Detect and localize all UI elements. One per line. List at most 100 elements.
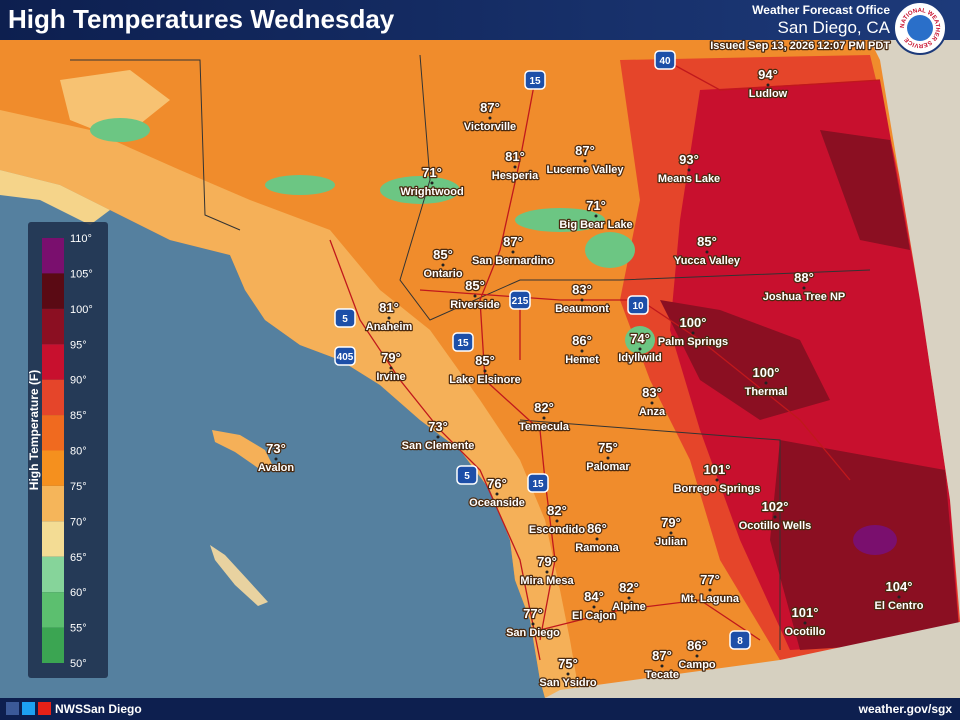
- city-temp: 84°: [584, 589, 604, 604]
- city-dot: [650, 401, 654, 405]
- highway-shield: [509, 290, 531, 310]
- mountain-zone: [60, 70, 170, 140]
- city-temp: 88°: [794, 270, 814, 285]
- highway-number: 10: [632, 301, 644, 312]
- city-dot: [430, 181, 434, 185]
- catalina-island: [212, 430, 275, 470]
- city-dot: [705, 250, 709, 254]
- city-name: El Centro: [875, 600, 924, 612]
- city-temp: 83°: [642, 385, 662, 400]
- youtube-icon[interactable]: [38, 702, 51, 715]
- legend-title: High Temperature (F): [27, 370, 41, 490]
- facebook-icon[interactable]: [6, 702, 19, 715]
- city-dot: [436, 435, 440, 439]
- coast-north: [0, 170, 110, 225]
- city-temp: 86°: [687, 638, 707, 653]
- city-dot: [592, 605, 596, 609]
- city-temp: 85°: [475, 353, 495, 368]
- city-name: Yucca Valley: [674, 255, 741, 267]
- twitter-icon[interactable]: [22, 702, 35, 715]
- city-name: Means Lake: [658, 173, 720, 185]
- city-dot: [274, 457, 278, 461]
- legend-label: 80°: [70, 446, 87, 458]
- highway-shield: [527, 473, 549, 493]
- highway-number: 15: [529, 76, 541, 87]
- legend-swatch: [42, 485, 64, 522]
- city-dot: [441, 263, 445, 267]
- city-dot: [594, 214, 598, 218]
- city-temp: 87°: [575, 143, 595, 158]
- header-bar: [0, 0, 960, 40]
- city-name: Idyllwild: [618, 352, 661, 364]
- legend-label: 65°: [70, 552, 87, 564]
- city-dot: [764, 381, 768, 385]
- city-name: San Clemente: [402, 440, 475, 452]
- city-temp: 75°: [558, 656, 578, 671]
- legend-label: 100°: [70, 304, 93, 316]
- highway-shield: [456, 465, 478, 485]
- city-temp: 93°: [679, 152, 699, 167]
- city-dot: [638, 347, 642, 351]
- legend-label: 70°: [70, 516, 87, 528]
- city-dot: [802, 286, 806, 290]
- city-dot: [691, 331, 695, 335]
- city-temp: 85°: [433, 247, 453, 262]
- city-dot: [580, 298, 584, 302]
- highway-shield: [627, 295, 649, 315]
- city-dot: [545, 570, 549, 574]
- city-temp: 101°: [704, 462, 731, 477]
- city-name: Borrego Springs: [674, 483, 761, 495]
- highway-number: 40: [659, 56, 671, 67]
- city-temp: 104°: [886, 579, 913, 594]
- city-name: Oceanside: [469, 497, 525, 509]
- city-dot: [513, 165, 517, 169]
- city-name: Alpine: [612, 601, 646, 613]
- city-name: Escondido: [529, 524, 586, 536]
- city-name: Ontario: [423, 268, 462, 280]
- city-name: Beaumont: [555, 303, 609, 315]
- city-name: Victorville: [464, 121, 516, 133]
- highway-shield: [729, 630, 751, 650]
- highway-shield: [524, 70, 546, 90]
- city-dot: [708, 588, 712, 592]
- legend-label: 95°: [70, 339, 87, 351]
- city-temp: 71°: [422, 165, 442, 180]
- legend-swatch: [42, 592, 64, 628]
- city-name: Mt. Laguna: [681, 593, 740, 605]
- social-handle[interactable]: NWSSan Diego: [55, 702, 142, 716]
- city-temp: 82°: [534, 400, 554, 415]
- city-temp: 87°: [480, 100, 500, 115]
- legend-label: 50°: [70, 658, 87, 670]
- city-dot: [660, 664, 664, 668]
- city-name: Irvine: [376, 371, 405, 383]
- city-name: Joshua Tree NP: [763, 291, 846, 303]
- city-dot: [580, 349, 584, 353]
- desert-darkred: [660, 300, 830, 420]
- legend-swatch: [42, 308, 64, 345]
- legend-swatch: [42, 273, 64, 309]
- city-dot: [897, 595, 901, 599]
- highway-number: 5: [464, 471, 470, 482]
- city-dot: [773, 515, 777, 519]
- city-name: San Ysidro: [539, 677, 597, 689]
- city-dot: [715, 478, 719, 482]
- legend-swatch: [42, 521, 64, 557]
- city-dot: [488, 116, 492, 120]
- legend-swatch: [42, 450, 64, 486]
- website[interactable]: weather.gov/sgx: [858, 702, 953, 716]
- city-temp: 75°: [598, 440, 618, 455]
- city-temp: 100°: [753, 365, 780, 380]
- legend-label: 85°: [70, 410, 87, 422]
- city-dot: [473, 294, 477, 298]
- city-temp: 94°: [758, 67, 778, 82]
- city-dot: [555, 519, 559, 523]
- legend-label: 75°: [70, 481, 87, 493]
- city-dot: [606, 456, 610, 460]
- city-name: Lucerne Valley: [546, 164, 624, 176]
- city-name: Wrightwood: [400, 186, 463, 198]
- legend-swatch: [42, 415, 64, 451]
- city-name: Riverside: [450, 299, 500, 311]
- city-dot: [511, 250, 515, 254]
- city-dot: [387, 316, 391, 320]
